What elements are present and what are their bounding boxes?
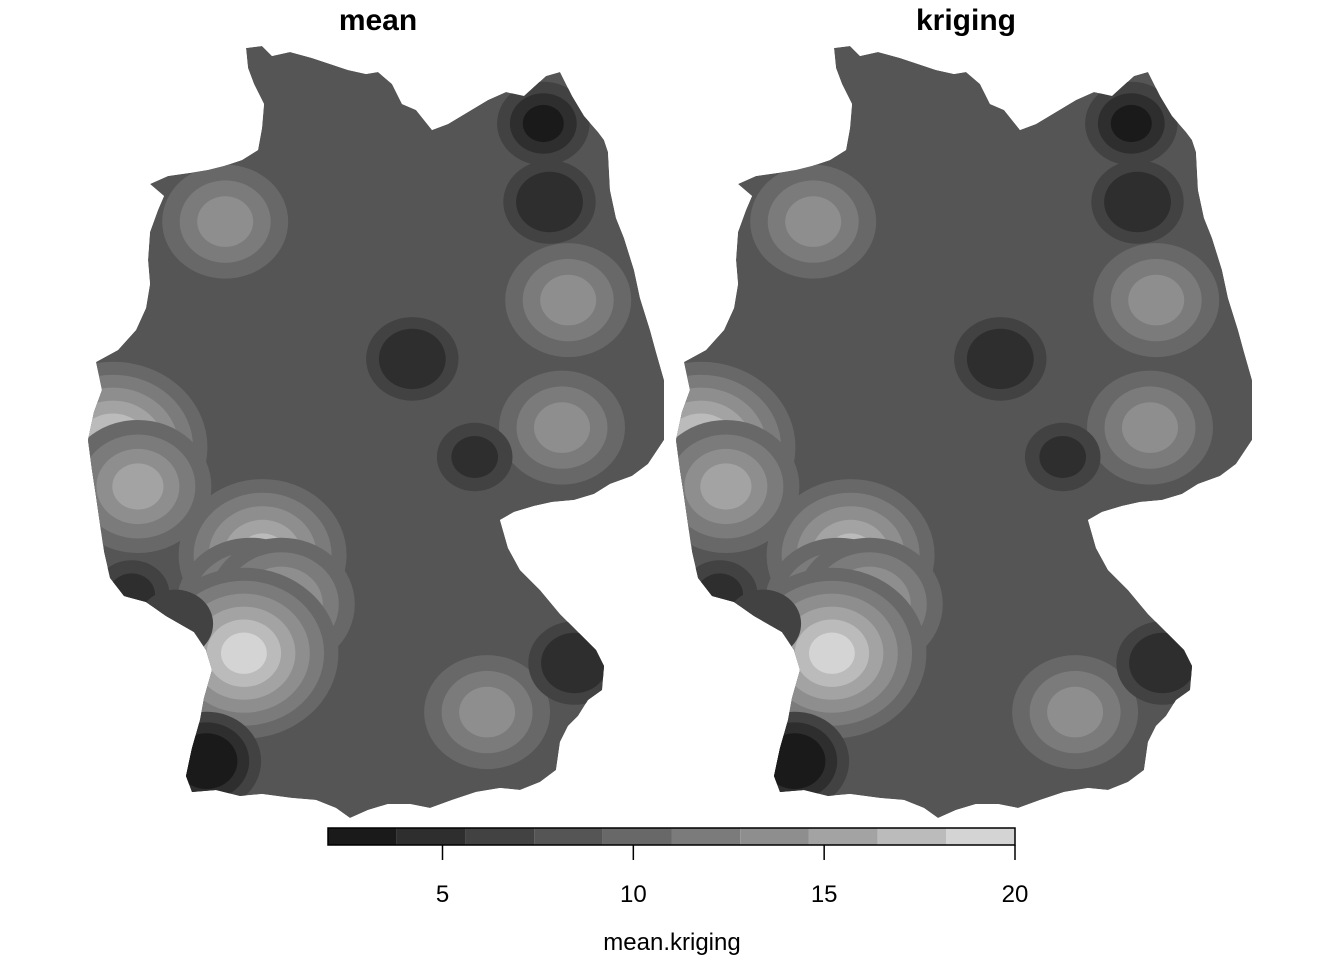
contour-ring: [108, 573, 155, 616]
map-surface: [88, 46, 664, 818]
colorbar-tick-label: 20: [1002, 881, 1029, 908]
contour-ring: [187, 743, 226, 779]
colorbar-tick-label: 15: [811, 881, 838, 908]
colorbar-bin: [602, 828, 672, 845]
hotspot: [503, 160, 596, 244]
hotspot: [88, 420, 212, 553]
contour-ring: [1117, 183, 1158, 221]
contour-ring: [1110, 104, 1152, 143]
hotspot: [676, 420, 800, 553]
colorbar: 5 10 15 20 mean.kriging: [327, 827, 1029, 956]
contour-ring: [529, 183, 570, 221]
contour-ring: [1047, 686, 1104, 738]
contour-ring: [554, 644, 595, 682]
colorbar-label: mean.kriging: [603, 929, 740, 956]
contour-ring: [700, 463, 752, 510]
panel-title: mean: [339, 4, 417, 37]
colorbar-bin: [396, 828, 466, 845]
colorbar-bin: [465, 828, 535, 845]
contour-ring: [1128, 274, 1185, 326]
hotspot: [151, 711, 262, 811]
hotspot: [497, 81, 590, 166]
hotspot: [505, 243, 632, 358]
hotspot: [528, 621, 621, 705]
contour-ring: [152, 602, 199, 645]
contour-ring: [391, 340, 433, 378]
contour-ring: [696, 573, 743, 616]
hotspot: [739, 711, 850, 811]
colorbar-bin: [877, 828, 947, 845]
hotspot: [1116, 621, 1209, 705]
contour-ring: [221, 632, 267, 674]
contour-ring: [451, 436, 499, 478]
hotspot: [1091, 160, 1184, 244]
contour-ring: [137, 589, 214, 658]
contour-ring: [1142, 644, 1183, 682]
contour-ring: [785, 196, 842, 247]
contour-ring: [809, 632, 855, 674]
contour-ring: [522, 104, 564, 143]
contour-ring: [112, 463, 164, 510]
hotspot: [1012, 655, 1139, 770]
contour-ring: [197, 196, 254, 247]
hotspot: [1093, 243, 1220, 358]
colorbar-bin: [671, 828, 741, 845]
panel-title: kriging: [916, 4, 1016, 37]
map-panels: mean kriging: [88, 4, 1252, 818]
hotspot: [1024, 422, 1101, 492]
contour-ring: [775, 743, 814, 779]
map-surface: [676, 46, 1252, 818]
colorbar-bin: [740, 828, 809, 845]
colorbar-frame: [327, 827, 1016, 846]
contour-ring: [725, 589, 802, 658]
contour-ring: [540, 274, 597, 326]
hotspot: [1085, 81, 1178, 166]
hotspot: [137, 589, 214, 658]
hotspot: [366, 317, 459, 401]
map-panel-mean: mean: [88, 4, 664, 818]
hotspot: [954, 317, 1047, 401]
hotspot: [436, 422, 513, 492]
contour-ring: [534, 402, 590, 453]
contour-ring: [1039, 436, 1086, 478]
colorbar-bin: [534, 828, 603, 845]
map-panel-kriging: kriging: [676, 4, 1252, 818]
hotspot: [750, 164, 877, 279]
hotspot: [424, 655, 551, 770]
contour-ring: [740, 602, 787, 645]
colorbar-tick-label: 5: [436, 881, 449, 908]
colorbar-tick-label: 10: [620, 881, 647, 908]
hotspot: [162, 164, 289, 279]
contour-ring: [1122, 402, 1178, 453]
hotspot: [725, 589, 802, 658]
colorbar-bin: [328, 828, 397, 845]
contour-ring: [979, 340, 1021, 378]
colorbar-bin: [946, 828, 1015, 845]
contour-ring: [459, 686, 516, 738]
hotspot: [1087, 370, 1213, 485]
hotspot: [499, 370, 625, 485]
colorbar-bin: [808, 828, 878, 845]
